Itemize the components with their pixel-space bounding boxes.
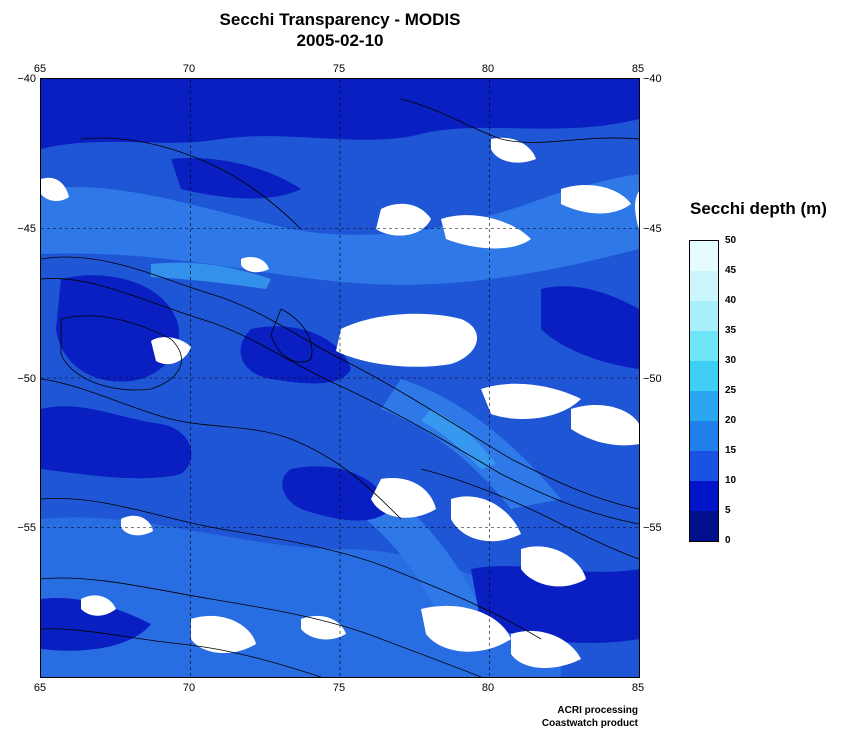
- colorbar-label-15: 15: [725, 445, 737, 456]
- colorbar-segment: [690, 421, 718, 451]
- lat-tick-right-55: −55: [643, 522, 662, 534]
- credit-processing: ACRI processing: [557, 705, 638, 716]
- map-band-20-25: [151, 262, 496, 469]
- secchi-map: [40, 78, 640, 678]
- colorbar-label-10: 10: [725, 475, 737, 486]
- colorbar-label-20: 20: [725, 415, 737, 426]
- credit-product: Coastwatch product: [541, 718, 638, 729]
- colorbar-segment: [690, 361, 718, 391]
- colorbar-label-25: 25: [725, 385, 737, 396]
- colorbar-segment: [690, 271, 718, 301]
- lat-tick-left-45: −45: [17, 223, 36, 235]
- lon-tick-top-85: 85: [631, 63, 645, 75]
- colorbar: [689, 240, 719, 542]
- map-band-5-10: [41, 79, 639, 651]
- colorbar-label-45: 45: [725, 265, 737, 276]
- colorbar-label-50: 50: [725, 235, 737, 246]
- colorbar-segment: [690, 331, 718, 361]
- lon-tick-top-70: 70: [182, 63, 196, 75]
- colorbar-segment: [690, 481, 718, 511]
- lon-tick-top-80: 80: [481, 63, 495, 75]
- map-date: 2005-02-10: [296, 31, 384, 50]
- map-graticule: [41, 79, 639, 677]
- lon-tick-bottom-70: 70: [182, 682, 196, 694]
- lon-tick-bottom-85: 85: [631, 682, 645, 694]
- lat-tick-right-45: −45: [643, 223, 662, 235]
- lat-tick-left-55: −55: [17, 522, 36, 534]
- colorbar-segment: [690, 511, 718, 541]
- colorbar-label-5: 5: [725, 505, 731, 516]
- lon-tick-bottom-80: 80: [481, 682, 495, 694]
- lon-tick-top-75: 75: [332, 63, 346, 75]
- map-cloud-mask: [41, 137, 639, 669]
- map-title: Secchi Transparency - MODIS: [219, 10, 461, 29]
- lat-tick-right-40: −40: [643, 73, 662, 85]
- colorbar-segment: [690, 451, 718, 481]
- colorbar-title: Secchi depth (m): [690, 199, 827, 218]
- lat-tick-left-40: −40: [17, 73, 36, 85]
- colorbar-label-40: 40: [725, 295, 737, 306]
- lon-tick-top-65: 65: [33, 63, 47, 75]
- map-contours: [41, 98, 639, 677]
- lat-tick-right-50: −50: [643, 373, 662, 385]
- lon-tick-bottom-75: 75: [332, 682, 346, 694]
- colorbar-segment: [690, 391, 718, 421]
- colorbar-label-35: 35: [725, 325, 737, 336]
- colorbar-segment: [690, 241, 718, 271]
- colorbar-label-0: 0: [725, 535, 731, 546]
- colorbar-segment: [690, 301, 718, 331]
- colorbar-label-30: 30: [725, 355, 737, 366]
- lat-tick-left-50: −50: [17, 373, 36, 385]
- lon-tick-bottom-65: 65: [33, 682, 47, 694]
